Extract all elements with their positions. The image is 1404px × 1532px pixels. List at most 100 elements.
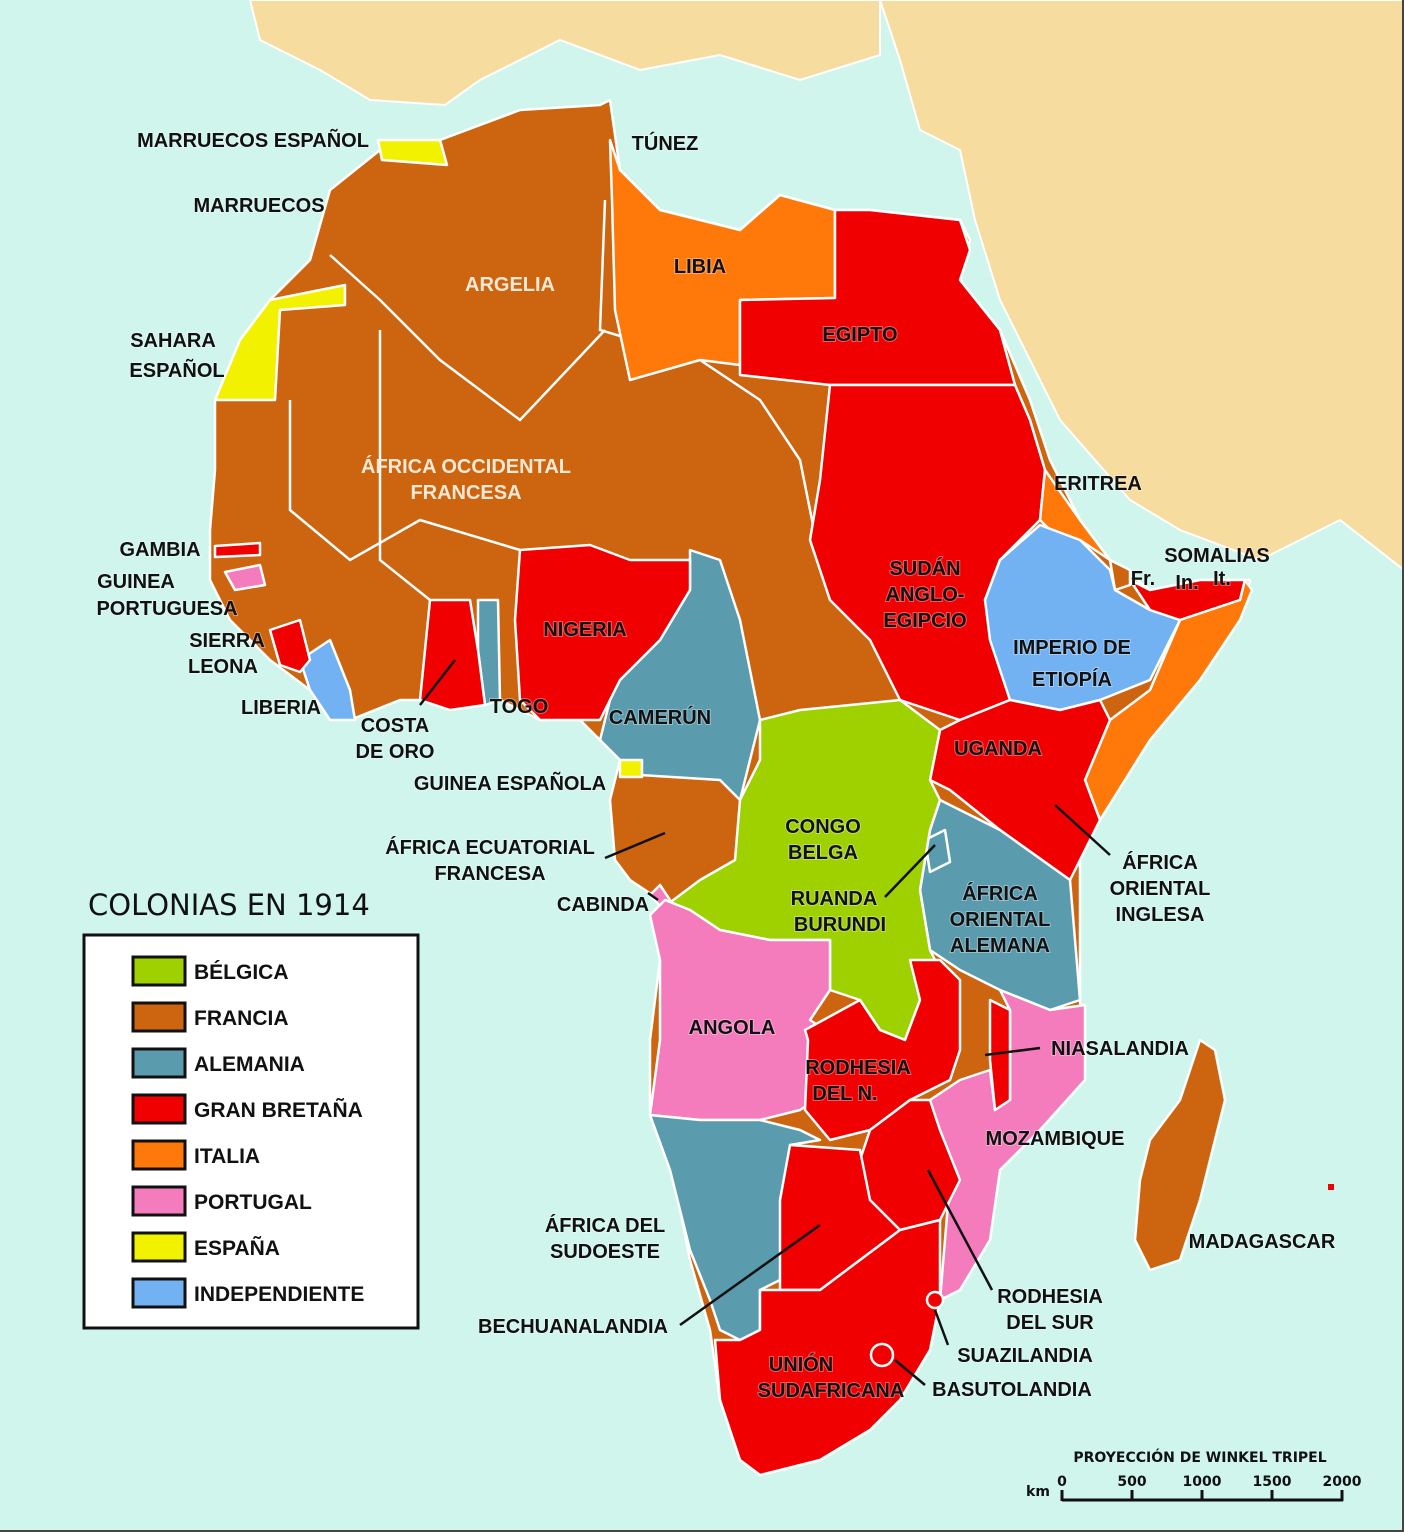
asia-land bbox=[878, 0, 1402, 570]
label-congo-belga: CONGO bbox=[785, 816, 861, 838]
label-mozambique: MOZAMBIQUE bbox=[986, 1128, 1125, 1150]
legend-label: GRAN BRETAÑA bbox=[194, 1099, 363, 1122]
scale-tick-label: 1500 bbox=[1253, 1474, 1292, 1490]
legend: BÉLGICA FRANCIA ALEMANIA GRAN BRETAÑA ITALIA… bbox=[131, 955, 364, 1309]
label-bechuanalandia: BECHUANALANDIA bbox=[478, 1316, 668, 1338]
scale-tick-label: 500 bbox=[1117, 1474, 1146, 1490]
legend-label: ALEMANIA bbox=[194, 1053, 305, 1076]
label-sudan: SUDÁN bbox=[889, 557, 960, 580]
legend-label: ESPAÑA bbox=[194, 1237, 280, 1260]
legend-swatch bbox=[131, 1093, 187, 1125]
label-sudan: ANGLO- bbox=[886, 584, 965, 606]
legend-label: INDEPENDIENTE bbox=[194, 1283, 364, 1306]
scale-bar: PROYECCIÓN DE WINKEL TRIPEL km 0 500 1000 1… bbox=[1026, 1448, 1362, 1502]
label-guinea-portuguesa: PORTUGUESA bbox=[96, 598, 237, 620]
legend-swatch bbox=[131, 1047, 187, 1079]
label-niasalandia: NIASALANDIA bbox=[1051, 1038, 1189, 1060]
label-etiopia: IMPERIO DE bbox=[1013, 637, 1131, 659]
legend-swatch bbox=[131, 1277, 187, 1309]
projection-label: PROYECCIÓN DE WINKEL TRIPEL bbox=[1073, 1448, 1326, 1466]
label-uganda: UGANDA bbox=[954, 738, 1042, 760]
territory-spanish-sahara bbox=[213, 283, 347, 402]
map-title: COLONIAS EN 1914 bbox=[88, 888, 370, 922]
territory-egypt bbox=[738, 208, 1017, 387]
label-argelia: ARGELIA bbox=[465, 274, 555, 296]
label-guinea-espanola: GUINEA ESPAÑOLA bbox=[414, 772, 606, 795]
french-internal-borders-4 bbox=[288, 400, 521, 562]
label-rodhesia-del-sur: DEL SUR bbox=[1006, 1312, 1094, 1334]
label-africa-oriental-inglesa: ÁFRICA bbox=[1122, 851, 1198, 874]
legend-swatch bbox=[131, 1231, 187, 1263]
label-costa-de-oro: DE ORO bbox=[356, 741, 435, 763]
label-sierra-leona: SIERRA bbox=[189, 630, 265, 652]
territory-british-east-africa bbox=[928, 698, 1112, 882]
territory-nyasaland bbox=[988, 998, 1012, 1112]
label-camerun: CAMERÚN bbox=[609, 705, 711, 729]
territory-basutoland bbox=[869, 1342, 895, 1368]
label-sahara: ESPAÑOL bbox=[129, 359, 224, 382]
label-africa-oriental-inglesa: INGLESA bbox=[1116, 904, 1205, 926]
territory-swaziland bbox=[925, 1290, 945, 1310]
island-reunion bbox=[1328, 1184, 1334, 1190]
label-madagascar: MADAGASCAR bbox=[1189, 1231, 1336, 1253]
label-gambia: GAMBIA bbox=[119, 539, 200, 561]
label-togo: TOGO bbox=[490, 696, 549, 718]
label-suazilandia: SUAZILANDIA bbox=[957, 1345, 1093, 1367]
label-congo-belga: BELGA bbox=[788, 842, 858, 864]
label-union-sudafricana: UNIÓN bbox=[769, 1352, 833, 1376]
label-rodhesia-del-sur: RODHESIA bbox=[997, 1286, 1103, 1308]
label-africa-del-sudoeste: SUDOESTE bbox=[550, 1241, 660, 1263]
territory-gambia bbox=[213, 541, 262, 559]
french-internal-borders-3 bbox=[378, 330, 431, 601]
scale-tick-label: 0 bbox=[1057, 1474, 1067, 1490]
label-union-sudafricana: SUDAFRICANA bbox=[758, 1380, 905, 1402]
territory-spanish-guinea bbox=[618, 758, 644, 779]
label-ruanda-burundi: BURUNDI bbox=[794, 914, 886, 936]
label-eritrea: ERITREA bbox=[1054, 473, 1142, 495]
territory-french-somaliland bbox=[1108, 558, 1132, 592]
french-internal-borders bbox=[329, 254, 606, 422]
label-etiopia: ETIOPÍA bbox=[1032, 668, 1112, 691]
label-somalia-in: In. bbox=[1175, 572, 1198, 594]
label-liberia: LIBERIA bbox=[241, 697, 321, 719]
label-somalia-it: It. bbox=[1213, 568, 1231, 590]
label-somalias: SOMALIAS bbox=[1164, 545, 1270, 567]
label-angola: ANGOLA bbox=[689, 1017, 776, 1039]
territory-sierra-leone bbox=[268, 618, 312, 674]
scale-tick-label: 1000 bbox=[1183, 1474, 1222, 1490]
legend-label: BÉLGICA bbox=[194, 961, 289, 984]
french-internal-borders-2 bbox=[598, 199, 822, 561]
europe-land bbox=[248, 0, 881, 107]
label-ruanda-burundi: RUANDA bbox=[791, 888, 878, 910]
territory-northern-rhodesia bbox=[803, 958, 962, 1142]
label-africa-del-sudoeste: ÁFRICA DEL bbox=[545, 1214, 665, 1237]
label-africa-ecuatorial: ÁFRICA ECUATORIAL bbox=[385, 836, 595, 859]
label-costa-de-oro: COSTA bbox=[361, 715, 430, 737]
label-sierra-leona: LEONA bbox=[188, 656, 258, 678]
territory-ethiopia bbox=[983, 523, 1182, 712]
label-africa-occidental: FRANCESA bbox=[410, 482, 521, 504]
label-africa-occidental: ÁFRICA OCCIDENTAL bbox=[361, 455, 571, 478]
label-rodhesia-del-norte: RODHESIA bbox=[805, 1057, 911, 1079]
scale-tick-label: 2000 bbox=[1323, 1474, 1362, 1490]
legend-swatch bbox=[131, 1185, 187, 1217]
territory-madagascar bbox=[1133, 1038, 1227, 1272]
legend-swatch bbox=[131, 1001, 187, 1033]
label-africa-ecuatorial: FRANCESA bbox=[434, 863, 545, 885]
label-sahara: SAHARA bbox=[130, 330, 216, 352]
legend-label: PORTUGAL bbox=[194, 1191, 312, 1214]
legend-label: FRANCIA bbox=[194, 1007, 289, 1030]
label-africa-oriental-alemana: ÁFRICA bbox=[962, 882, 1038, 905]
territory-portuguese-guinea bbox=[223, 563, 267, 592]
label-rodhesia-del-norte: DEL N. bbox=[812, 1083, 877, 1105]
label-egipto: EGIPTO bbox=[822, 324, 897, 346]
territory-liberia bbox=[298, 638, 357, 722]
legend-label: ITALIA bbox=[194, 1145, 260, 1168]
label-nigeria: NIGERIA bbox=[543, 619, 626, 641]
label-marruecos: MARRUECOS bbox=[193, 195, 324, 217]
legend-swatch bbox=[131, 955, 187, 987]
legend-swatch bbox=[131, 1139, 187, 1171]
label-libia: LIBIA bbox=[674, 256, 726, 278]
